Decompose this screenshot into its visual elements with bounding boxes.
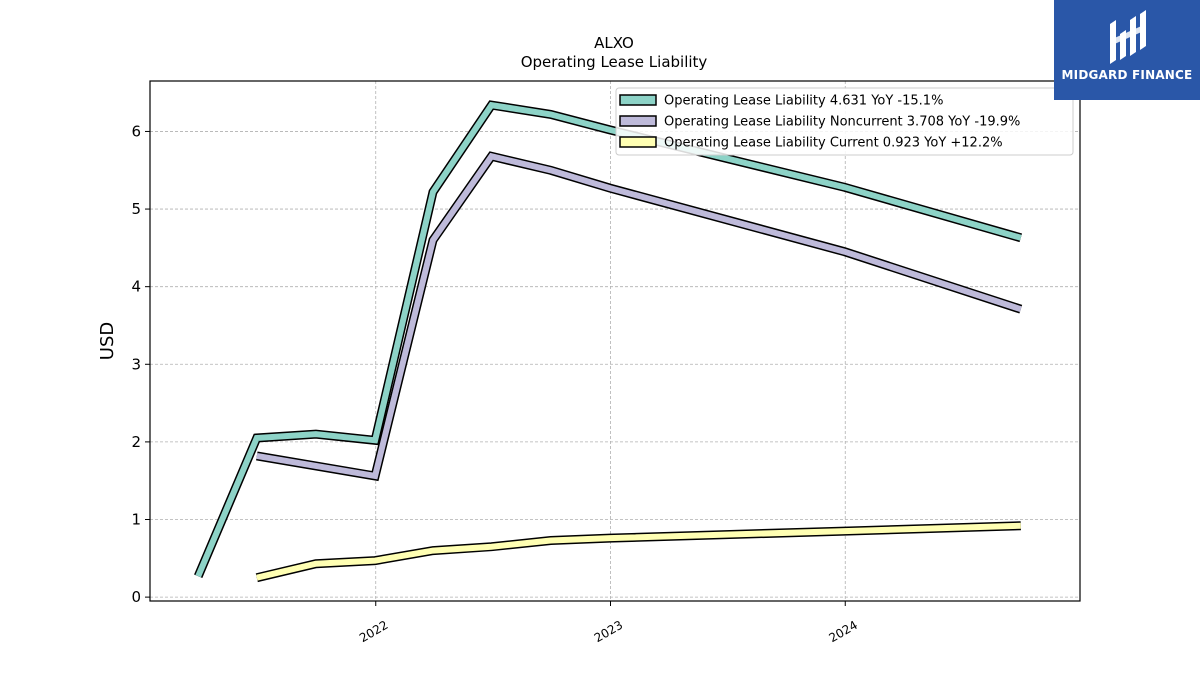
y-tick-label: 1 — [131, 511, 141, 529]
y-tick-label: 0 — [131, 588, 141, 606]
series-lines — [194, 100, 1023, 583]
plot-frame — [149, 80, 1081, 602]
series-stroke — [195, 101, 1022, 578]
y-axis-label: USD — [97, 322, 118, 360]
chart-title: ALXO — [594, 34, 634, 52]
legend-label: Operating Lease Liability Current 0.923 … — [664, 136, 1003, 151]
legend-label: Operating Lease Liability Noncurrent 3.7… — [664, 115, 1020, 130]
y-tick-label: 5 — [131, 200, 141, 218]
series-line-1 — [194, 100, 1023, 578]
x-tick-label: 2022 — [357, 618, 390, 645]
y-tick-label: 6 — [131, 122, 141, 140]
series-outline — [255, 521, 1021, 583]
logo-text: MIDGARD FINANCE — [1061, 68, 1193, 82]
legend: Operating Lease Liability 4.631 YoY -15.… — [615, 87, 1074, 156]
legend-swatch — [619, 94, 657, 106]
series-line-2 — [256, 151, 1023, 482]
x-tick-label: 2023 — [592, 618, 625, 645]
series-line-3 — [255, 521, 1021, 583]
grid-lines — [150, 81, 1080, 601]
x-tick-label: 2024 — [827, 618, 860, 645]
logo-mark-icon — [1110, 10, 1146, 64]
legend-box — [615, 87, 1074, 156]
series-outline — [194, 100, 1023, 578]
y-tick-label: 3 — [131, 355, 141, 373]
legend-label: Operating Lease Liability 4.631 YoY -15.… — [664, 94, 943, 109]
legend-swatch — [619, 115, 657, 127]
y-tick-label: 2 — [131, 433, 141, 451]
legend-swatch — [619, 136, 657, 148]
y-tick-label: 4 — [131, 278, 141, 296]
series-stroke — [256, 152, 1022, 480]
axes: 0 1 2 3 4 5 6 2022 2023 2024 — [131, 80, 1081, 645]
midgard-finance-logo: MIDGARD FINANCE — [1054, 0, 1200, 100]
chart-subtitle: Operating Lease Liability — [521, 53, 708, 71]
series-stroke — [256, 522, 1021, 581]
